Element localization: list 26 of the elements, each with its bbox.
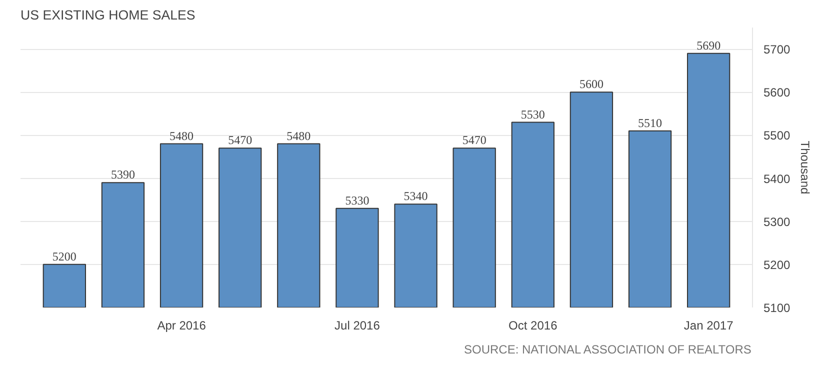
- data-label: 5510: [638, 116, 662, 130]
- y-axis-title: Thousand: [798, 140, 812, 194]
- y-tick-label: 5500: [764, 128, 791, 143]
- data-label: 5480: [170, 128, 194, 143]
- data-label: 5480: [286, 128, 311, 143]
- x-tick-label: Apr 2016: [157, 318, 206, 332]
- source-note: SOURCE: NATIONAL ASSOCIATION OF REALTORS: [464, 342, 752, 356]
- x-tick-label: Jul 2016: [334, 318, 380, 332]
- y-tick-label: 5300: [764, 214, 791, 229]
- y-tick-label: 5600: [764, 86, 791, 100]
- chart-title: US EXISTING HOME SALES: [20, 8, 196, 22]
- data-label: 5470: [462, 133, 486, 148]
- data-label: 5530: [520, 107, 545, 122]
- data-label: 5690: [696, 38, 721, 52]
- data-label: 5330: [345, 193, 370, 208]
- y-tick-label: 5700: [764, 42, 791, 57]
- data-label: 5600: [579, 77, 604, 92]
- x-tick-label: Jan 2017: [684, 318, 734, 332]
- data-label: 5390: [110, 168, 135, 182]
- y-tick-label: 5200: [764, 258, 791, 272]
- data-label: 5340: [404, 189, 428, 204]
- x-tick-label: Oct 2016: [508, 318, 558, 332]
- data-label: 5200: [52, 249, 76, 264]
- data-label: 5470: [228, 133, 252, 148]
- y-tick-label: 5400: [764, 172, 791, 186]
- y-tick-label: 5100: [764, 301, 791, 315]
